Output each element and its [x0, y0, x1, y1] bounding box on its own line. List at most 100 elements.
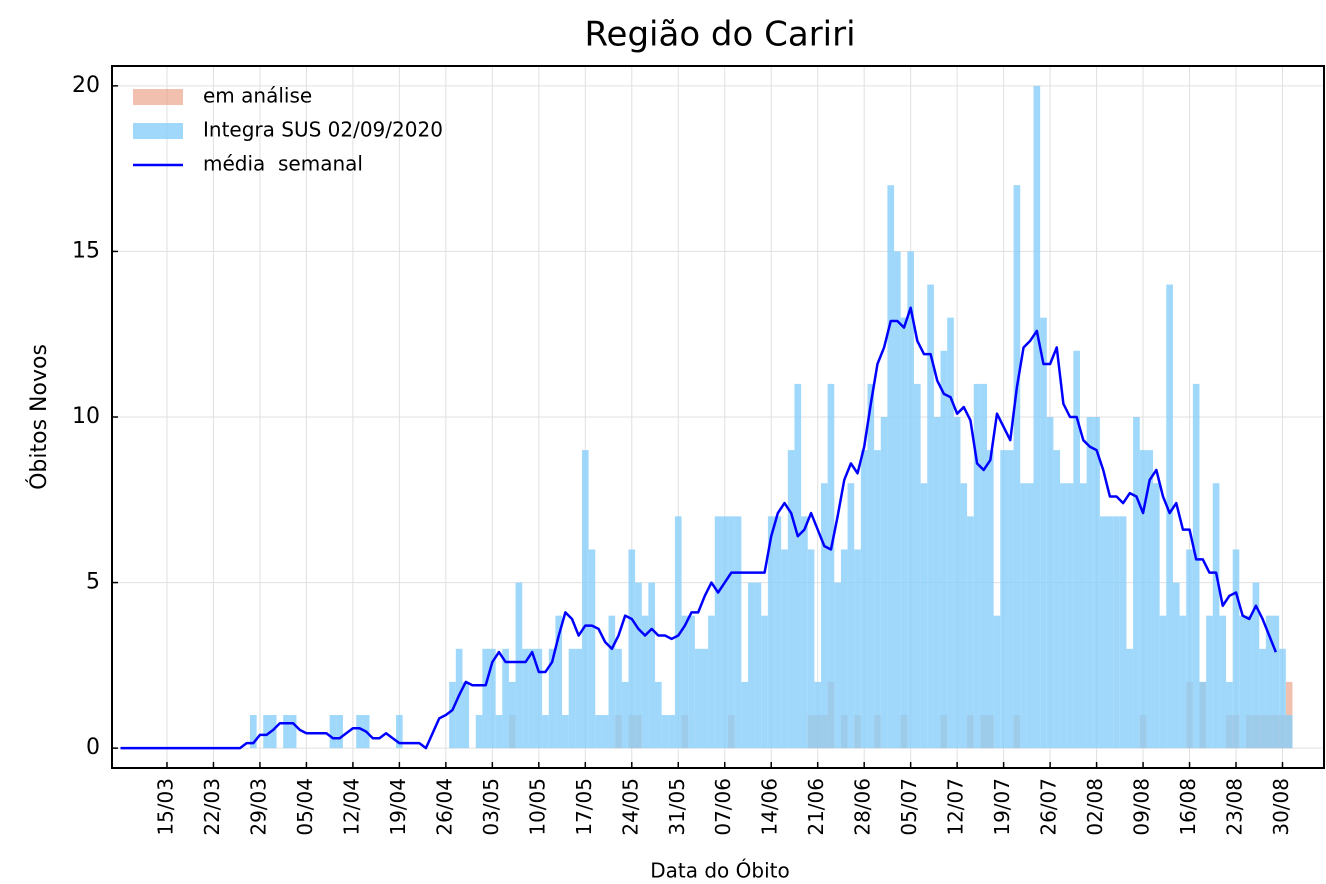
x-tick-label: 12/04	[339, 778, 363, 836]
bar	[887, 185, 895, 749]
line	[120, 306, 1278, 750]
bar	[1245, 615, 1253, 749]
bar	[953, 417, 961, 749]
bar	[701, 648, 709, 749]
bar	[608, 615, 616, 749]
bar	[708, 615, 715, 749]
bar	[535, 648, 543, 749]
bar	[263, 715, 270, 749]
legend-swatch	[133, 89, 183, 105]
bar	[741, 681, 748, 749]
bar	[249, 715, 257, 749]
bar	[621, 681, 629, 749]
bar	[1053, 450, 1061, 749]
bar	[283, 715, 290, 749]
bar	[1172, 582, 1180, 749]
bar	[767, 516, 775, 749]
bar	[641, 615, 649, 749]
x-tick-label: 02/08	[1083, 778, 1107, 836]
bar	[980, 383, 988, 749]
bar	[761, 615, 768, 749]
bar	[900, 317, 908, 749]
bar	[495, 715, 503, 749]
bar	[1106, 516, 1114, 749]
legend: em análise Integra SUS 02/09/2020 média se…	[133, 84, 443, 176]
x-tick-label: 09/08	[1130, 778, 1154, 836]
x-tick-label: 26/07	[1037, 778, 1061, 836]
bar	[947, 317, 954, 749]
bar	[1046, 417, 1054, 749]
bar	[396, 715, 403, 749]
bar	[1159, 615, 1167, 749]
bar	[462, 681, 470, 749]
bar	[668, 715, 675, 749]
bar	[1186, 549, 1193, 749]
bar	[356, 715, 363, 749]
bar	[1026, 483, 1034, 749]
bar	[588, 549, 596, 749]
y-tick-label: 10	[72, 404, 100, 429]
bar	[601, 715, 609, 749]
legend-label: em análise	[203, 84, 312, 108]
bar	[993, 615, 1001, 749]
bar	[502, 648, 509, 749]
lines	[120, 306, 1278, 750]
bar	[794, 383, 802, 749]
bar	[681, 615, 689, 749]
bar	[575, 648, 582, 749]
bar	[774, 516, 782, 749]
bar	[269, 715, 277, 749]
bar	[847, 483, 855, 749]
bar	[920, 483, 928, 749]
bar	[615, 648, 622, 749]
bar	[894, 251, 901, 749]
bar	[455, 648, 463, 749]
x-tick-label: 07/06	[711, 778, 735, 836]
bar	[1192, 383, 1200, 749]
bar	[1206, 615, 1213, 749]
bar	[1133, 417, 1140, 749]
x-tick-label: 17/05	[572, 778, 596, 836]
x-tick-label: 12/07	[944, 778, 968, 836]
bar	[555, 615, 563, 749]
x-tick-label: 16/08	[1176, 778, 1200, 836]
bar	[1212, 483, 1220, 749]
bar	[1153, 483, 1160, 749]
x-tick-label: 26/04	[432, 778, 456, 836]
x-tick-label: 03/05	[479, 778, 503, 836]
bar	[1272, 615, 1280, 749]
bar	[661, 715, 669, 749]
bar	[1199, 681, 1207, 749]
bar	[1285, 715, 1293, 749]
bar	[781, 549, 788, 749]
bar	[548, 648, 556, 749]
bar	[1079, 483, 1087, 749]
bar	[628, 549, 636, 749]
bar	[880, 417, 888, 749]
y-tick-label: 0	[86, 735, 100, 760]
bar	[655, 681, 662, 749]
bar	[860, 450, 868, 749]
x-tick-label: 05/04	[293, 778, 317, 836]
bar	[568, 648, 576, 749]
y-tick-label: 5	[86, 570, 100, 595]
bar	[973, 383, 981, 749]
bar	[854, 549, 861, 749]
bar	[449, 681, 456, 749]
bar	[581, 450, 589, 749]
bar	[1232, 549, 1240, 749]
y-tick-label: 20	[72, 73, 100, 98]
bar	[987, 450, 994, 749]
bar	[1166, 284, 1173, 749]
x-tick-label: 29/03	[246, 778, 270, 836]
bar	[1099, 516, 1107, 749]
bar	[515, 582, 523, 749]
bar	[821, 483, 828, 749]
x-tick-label: 05/07	[897, 778, 921, 836]
legend-label: média semanal	[203, 152, 363, 176]
bar	[542, 715, 549, 749]
x-tick-label: 19/04	[386, 778, 410, 836]
bar	[1226, 681, 1233, 749]
bar	[927, 284, 934, 749]
